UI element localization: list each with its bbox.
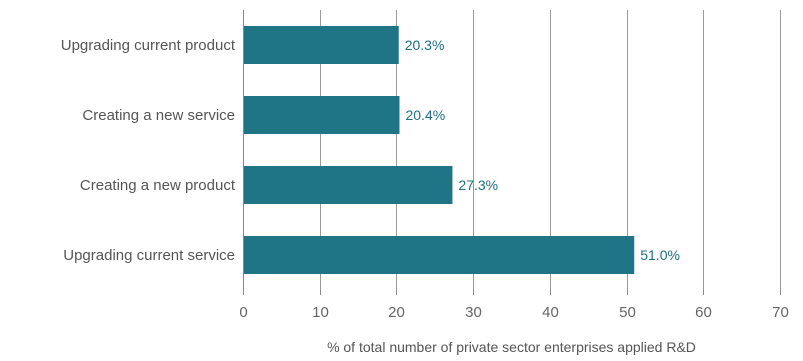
bar	[244, 236, 635, 274]
bars	[244, 26, 635, 274]
axes	[243, 10, 781, 295]
x-tick-label: 0	[239, 304, 247, 321]
category-label: Upgrading current service	[63, 247, 235, 264]
x-axis-title: % of total number of private sector ente…	[327, 339, 696, 355]
data-label: 27.3%	[458, 177, 498, 193]
x-tick-label: 10	[312, 304, 329, 321]
bar	[244, 166, 453, 204]
x-tick-label: 50	[619, 304, 636, 321]
x-tick-label: 30	[465, 304, 482, 321]
data-label: 20.4%	[405, 107, 445, 123]
x-tick-label: 70	[772, 304, 789, 321]
category-label: Creating a new service	[82, 107, 235, 124]
x-tick-label: 60	[695, 304, 712, 321]
category-label: Creating a new product	[80, 177, 236, 194]
bar	[244, 96, 400, 134]
data-label: 20.3%	[405, 37, 445, 53]
x-tick-label: 20	[388, 304, 405, 321]
category-label: Upgrading current product	[61, 37, 236, 54]
x-tick-label: 40	[542, 304, 559, 321]
bar	[244, 26, 399, 64]
data-label: 51.0%	[640, 247, 680, 263]
labels: 0 10 20 30 40 50 60 70 Upgrading current product…	[61, 37, 789, 321]
